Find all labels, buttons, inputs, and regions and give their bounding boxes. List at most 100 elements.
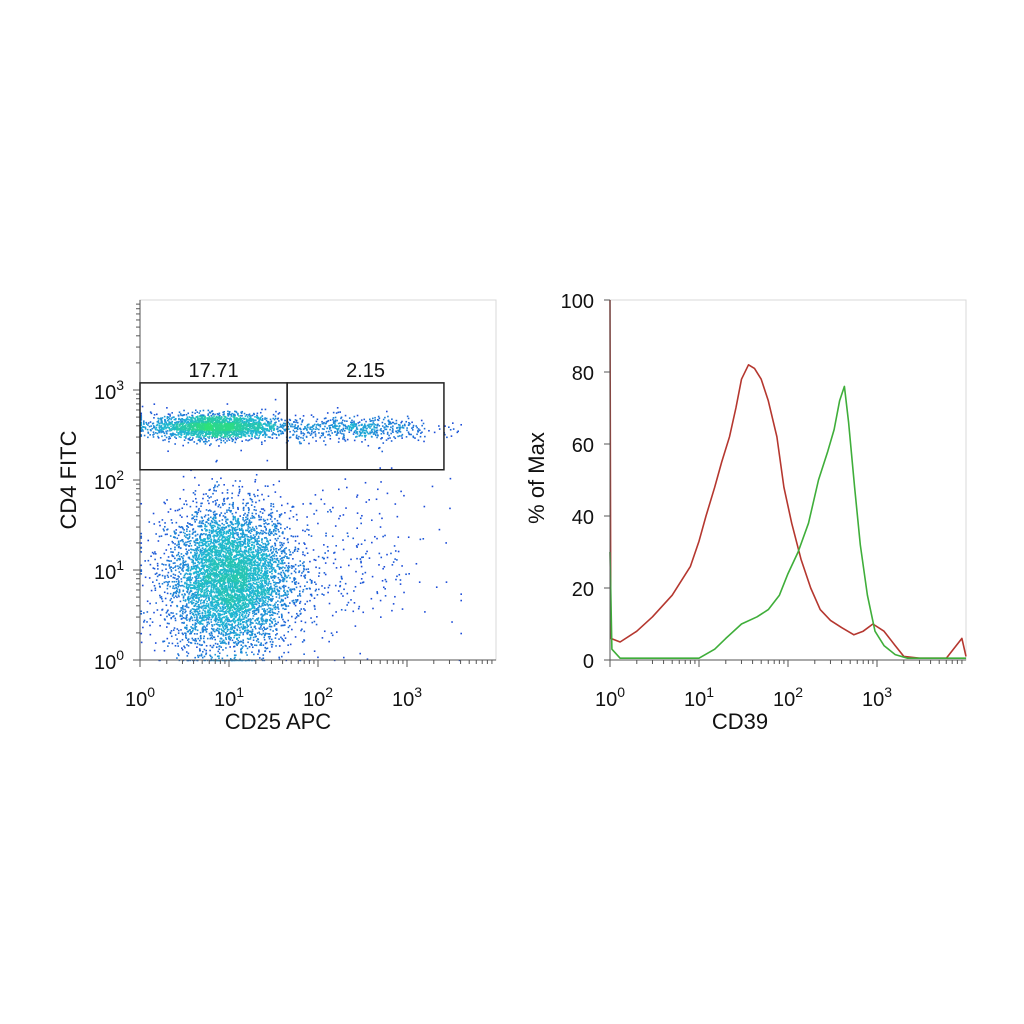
scatter-point <box>334 525 337 527</box>
scatter-point <box>237 524 239 527</box>
scatter-point <box>205 595 207 597</box>
scatter-point <box>192 601 195 604</box>
scatter-point <box>256 551 259 554</box>
scatter-point <box>204 616 207 619</box>
scatter-point <box>300 428 302 431</box>
scatter-point <box>168 560 171 562</box>
scatter-point <box>294 636 297 638</box>
scatter-point <box>400 435 403 437</box>
scatter-point <box>280 587 282 590</box>
scatter-point <box>225 526 228 529</box>
scatter-point <box>179 610 181 613</box>
scatter-point <box>212 511 215 514</box>
scatter-point <box>182 414 185 416</box>
scatter-point <box>246 523 248 526</box>
scatter-point <box>252 612 254 615</box>
scatter-point <box>211 527 213 530</box>
scatter-point <box>324 436 326 439</box>
scatter-point <box>286 569 288 572</box>
scatter-point <box>184 421 186 424</box>
scatter-point <box>255 416 258 419</box>
scatter-point <box>220 621 223 623</box>
scatter-point <box>336 631 338 633</box>
scatter-point <box>237 508 239 510</box>
scatter-point <box>207 621 210 623</box>
scatter-point <box>242 541 245 544</box>
scatter-point <box>234 522 237 525</box>
scatter-point <box>235 632 237 634</box>
scatter-point <box>255 433 257 436</box>
scatter-point <box>143 612 145 614</box>
scatter-point <box>141 428 144 431</box>
scatter-point <box>229 509 231 512</box>
scatter-point <box>287 605 290 607</box>
scatter-point <box>238 556 241 559</box>
scatter-point <box>241 613 244 615</box>
scatter-point <box>188 533 191 536</box>
scatter-point <box>266 603 268 605</box>
scatter-point <box>170 604 172 607</box>
scatter-point <box>390 467 393 469</box>
scatter-point <box>240 414 242 417</box>
scatter-point <box>249 621 252 624</box>
scatter-point <box>419 538 422 541</box>
scatter-point <box>185 628 188 630</box>
scatter-point <box>165 436 168 439</box>
scatter-point <box>253 586 256 589</box>
scatter-point <box>188 578 191 581</box>
scatter-point <box>189 597 192 600</box>
scatter-point <box>201 617 203 620</box>
scatter-point <box>232 518 235 521</box>
scatter-point <box>205 649 208 652</box>
scatter-point <box>190 601 193 604</box>
scatter-point <box>176 544 178 547</box>
scatter-point <box>252 515 255 518</box>
scatter-point <box>335 611 337 613</box>
scatter-point <box>184 608 186 611</box>
scatter-point <box>281 544 284 547</box>
scatter-point <box>166 587 169 590</box>
scatter-point <box>217 635 219 638</box>
scatter-point <box>264 432 267 435</box>
scatter-point <box>182 540 184 543</box>
scatter-point <box>374 423 377 426</box>
scatter-point <box>220 533 223 536</box>
scatter-point <box>355 432 357 434</box>
scatter-point <box>457 430 459 433</box>
scatter-point <box>229 632 231 635</box>
scatter-point <box>169 433 172 436</box>
scatter-point <box>262 632 265 635</box>
scatter-point <box>239 631 242 634</box>
scatter-point <box>245 651 247 654</box>
scatter-point <box>184 611 186 614</box>
scatter-point <box>183 409 185 412</box>
scatter-point <box>211 602 214 605</box>
scatter-point <box>216 541 219 543</box>
scatter-point <box>282 550 285 553</box>
scatter-point <box>201 539 203 541</box>
scatter-point <box>301 419 304 421</box>
scatter-point <box>282 618 284 621</box>
scatter-point <box>171 595 174 597</box>
scatter-point <box>258 621 260 624</box>
scatter-point <box>232 619 234 622</box>
scatter-point <box>178 591 181 593</box>
scatter-point <box>193 599 195 601</box>
scatter-point <box>232 536 235 539</box>
scatter-point <box>257 584 260 587</box>
scatter-point <box>203 568 205 571</box>
scatter-point <box>196 618 198 621</box>
scatter-point <box>341 432 343 435</box>
scatter-point <box>180 629 182 631</box>
scatter-point <box>288 517 291 520</box>
scatter-point <box>314 433 317 435</box>
scatter-point <box>229 548 232 551</box>
scatter-point <box>177 629 180 632</box>
scatter-point <box>323 557 325 560</box>
scatter-point <box>340 428 343 431</box>
scatter-point <box>249 529 251 532</box>
scatter-point <box>187 630 190 632</box>
scatter-point <box>185 541 187 544</box>
scatter-point <box>315 440 317 442</box>
scatter-point <box>239 548 242 551</box>
